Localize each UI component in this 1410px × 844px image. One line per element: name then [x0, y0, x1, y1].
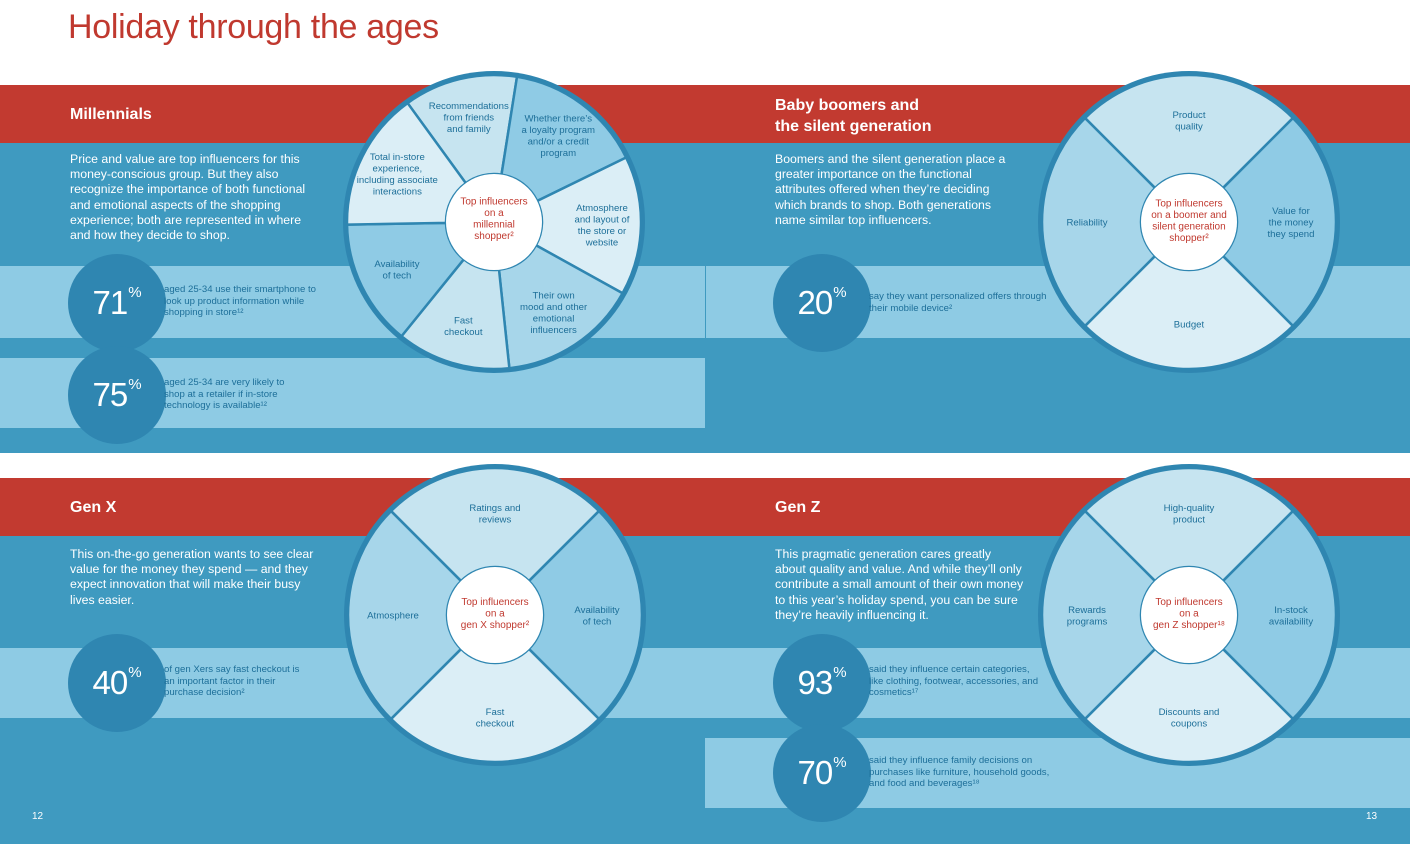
genx-heading: Gen X	[70, 499, 117, 516]
genz-influencer-wheel: High-quality product In-stock availability D…	[1038, 464, 1340, 766]
wheel-segment-label: Their own mood and other emotional influenc…	[520, 290, 588, 336]
wheel-segment-label: Atmosphere	[367, 611, 419, 622]
boomers-heading-line1: Baby boomers and	[775, 97, 920, 114]
stat-text-40: of gen Xers say fast checkout is an impo…	[164, 664, 300, 698]
stat-circle-20: 20%	[773, 254, 871, 352]
page-title: Holiday through the ages	[68, 8, 439, 46]
boomers-body: Boomers and the silent generation place …	[775, 152, 1006, 227]
wheel-segment-label: Fast checkout	[476, 707, 515, 730]
stat-text-71: aged 25-34 use their smartphone to look …	[164, 284, 317, 318]
wheel-center-circle	[1141, 174, 1237, 270]
genz-heading: Gen Z	[775, 499, 821, 516]
wheel-center-circle	[446, 174, 542, 270]
wheel-segment-label: Budget	[1174, 320, 1205, 331]
boomers-heading: Baby boomers and the silent generation	[775, 95, 931, 137]
millennials-heading: Millennials	[70, 106, 152, 123]
stat-text-93: said they influence certain categories, …	[869, 664, 1039, 698]
wheel-center-circle	[1141, 567, 1237, 663]
boomer-influencer-wheel: Product quality Value for the money they spe…	[1038, 71, 1340, 373]
wheel-segment-label: Total in-store experience, including assoc…	[357, 152, 438, 198]
wheel-segment-label: High-quality product	[1164, 503, 1215, 526]
genx-body: This on-the-go generation wants to see c…	[70, 547, 314, 607]
stat-percent: %	[128, 376, 142, 393]
wheel-segment-label: Ratings and reviews	[469, 503, 520, 526]
page-number-left: 12	[32, 811, 44, 822]
wheel-segment-label: Rewards programs	[1067, 605, 1108, 628]
stat-value: 20	[797, 284, 833, 321]
stat-percent: %	[833, 754, 847, 771]
stat-text-75: aged 25-34 are very likely to shop at a …	[164, 377, 285, 411]
wheel-segment-label: Product quality	[1172, 110, 1205, 133]
stat-percent: %	[128, 284, 142, 301]
wheel-segment-label: Discounts and coupons	[1159, 707, 1220, 730]
wheel-segment-label: Atmosphere and layout of the store or websi…	[574, 203, 629, 249]
stat-circle-70: 70%	[773, 724, 871, 822]
millennials-body: Price and value are top influencers for …	[70, 152, 306, 243]
stat-value: 70	[797, 754, 833, 791]
stat-value: 40	[92, 664, 128, 701]
stat-text-70: said they influence family decisions on …	[869, 755, 1050, 789]
page-number-right: 13	[1366, 811, 1378, 822]
stat-value: 71	[92, 284, 128, 321]
stat-percent: %	[833, 284, 847, 301]
millennial-influencer-wheel: Recommendations from friends and family Whe…	[343, 71, 645, 373]
wheel-segment-label: Value for the money they spend	[1268, 206, 1315, 240]
strip-divider	[705, 266, 706, 338]
stat-text-20: say they want personalized offers throug…	[869, 291, 1047, 314]
wheel-segment-label: Reliability	[1066, 218, 1107, 229]
genz-body: This pragmatic generation cares greatly …	[775, 547, 1024, 622]
wheel-segment-label: In-stock availability	[1269, 605, 1313, 628]
wheel-center-label: Top influencers on a millennial shopper²	[460, 196, 527, 242]
wheel-segment-label: Availability of tech	[374, 259, 419, 282]
stat-circle-71: 71%	[68, 254, 166, 352]
stat-percent: %	[128, 664, 142, 681]
boomers-heading-line2: the silent generation	[775, 118, 932, 135]
stat-circle-93: 93%	[773, 634, 871, 732]
wheel-segment-label: Whether there’s a loyalty program and/or a…	[521, 113, 595, 159]
stat-value: 93	[797, 664, 833, 701]
stat-circle-75: 75%	[68, 346, 166, 444]
genx-influencer-wheel: Ratings and reviews Availability of tech Fas…	[344, 464, 646, 766]
wheel-segment-label: Availability of tech	[574, 605, 619, 628]
stat-percent: %	[833, 664, 847, 681]
wheel-segment-label: Recommendations from friends and family	[429, 101, 509, 135]
stat-value: 75	[92, 376, 128, 413]
wheel-center-label: Top influencers on a gen Z shopper¹⁸	[1153, 597, 1225, 631]
wheel-center-label: Top influencers on a boomer and silent gen…	[1151, 198, 1227, 244]
wheel-center-circle	[447, 567, 543, 663]
wheel-segment-label: Fast checkout	[444, 315, 483, 338]
stat-circle-40: 40%	[68, 634, 166, 732]
wheel-center-label: Top influencers on a gen X shopper²	[461, 597, 530, 631]
